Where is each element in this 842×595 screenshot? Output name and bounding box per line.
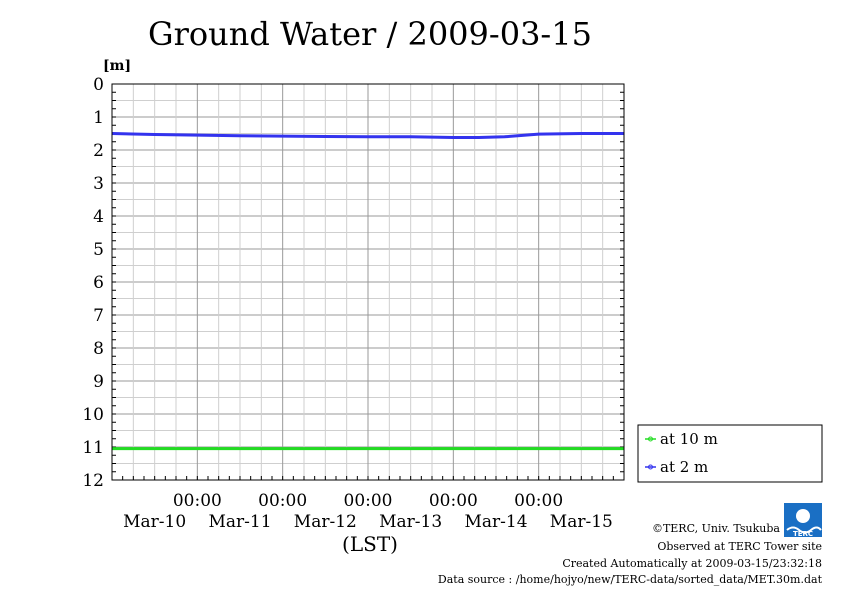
y-tick-label: 11	[82, 438, 104, 458]
series-line-1	[111, 132, 624, 139]
x-tick-time-label: 00:00	[258, 491, 307, 511]
x-tick-date-label: Mar-14	[464, 512, 527, 532]
legend-label: at 2 m	[660, 458, 708, 476]
tick-marks	[111, 83, 625, 481]
x-tick-time-label: 00:00	[514, 491, 563, 511]
y-tick-label: 8	[93, 339, 104, 359]
x-tick-time-label: 00:00	[173, 491, 222, 511]
chart-title: Ground Water / 2009-03-15	[148, 15, 592, 53]
legend-label: at 10 m	[660, 430, 718, 448]
legend-swatch-marker	[648, 436, 653, 442]
y-tick-label: 5	[93, 240, 104, 260]
logo-drop-icon	[796, 509, 810, 523]
credit-copyright: ©TERC, Univ. Tsukuba	[652, 522, 780, 535]
legend-items: at 10 m at 2 m	[645, 430, 718, 476]
x-tick-date-label: Mar-15	[550, 512, 613, 532]
terc-logo: TERC	[784, 503, 822, 538]
y-tick-label: 12	[82, 471, 104, 491]
x-tick-time-label: 00:00	[429, 491, 478, 511]
x-axis-label: (LST)	[342, 532, 398, 556]
credit-observed: Observed at TERC Tower site	[657, 540, 822, 553]
x-tick-date-label: Mar-12	[294, 512, 357, 532]
y-axis-label: [m]	[103, 58, 131, 74]
y-tick-label: 6	[93, 273, 104, 293]
x-tick-date-label: Mar-10	[123, 512, 186, 532]
x-tick-date-label: Mar-11	[208, 512, 271, 532]
logo-wave-icon	[786, 526, 822, 534]
legend-box	[637, 424, 823, 483]
x-tick-time-label: 00:00	[344, 491, 393, 511]
credit-source: Data source : /home/hojyo/new/TERC-data/…	[438, 573, 823, 586]
y-tick-label: 2	[93, 141, 104, 161]
y-tick-label: 9	[93, 372, 104, 392]
y-tick-label: 3	[93, 174, 104, 194]
credit-created: Created Automatically at 2009-03-15/23:3…	[562, 557, 822, 570]
legend: at 10 m at 2 m	[637, 424, 823, 483]
x-tick-date-label: Mar-13	[379, 512, 442, 532]
legend-swatch-marker	[648, 464, 653, 470]
y-tick-label: 7	[93, 306, 104, 326]
y-tick-label: 1	[93, 108, 104, 128]
series-layer	[111, 132, 624, 451]
logo-text: TERC	[793, 530, 813, 538]
y-tick-label: 10	[82, 405, 104, 425]
plot-frame	[111, 83, 625, 481]
grid	[111, 83, 625, 481]
y-tick-label: 0	[93, 75, 104, 95]
y-tick-label: 4	[93, 207, 104, 227]
